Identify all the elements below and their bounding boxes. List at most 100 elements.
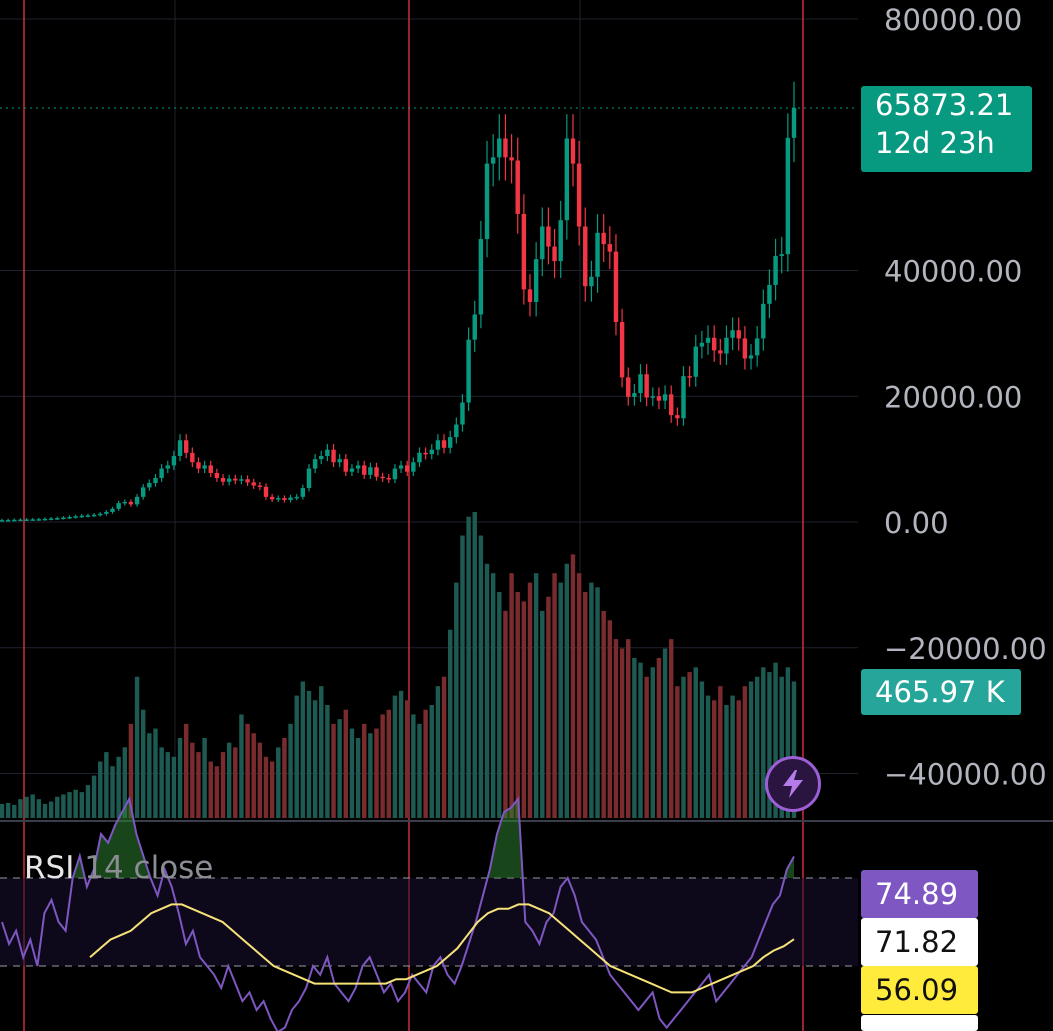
candle: [613, 234, 619, 336]
candle-body: [724, 337, 729, 354]
volume-bar: [632, 657, 637, 818]
volume-bar: [319, 686, 324, 818]
volume-bar: [417, 723, 422, 818]
candle-body: [42, 518, 48, 521]
candle: [497, 114, 502, 181]
candle-body: [742, 338, 748, 359]
price-tick-label: 80000.00: [884, 3, 1022, 37]
candle: [546, 207, 551, 265]
candle: [12, 518, 17, 522]
lightning-bolt-button[interactable]: [765, 756, 821, 812]
volume-bar: [312, 700, 318, 818]
volume-bar: [662, 648, 668, 818]
candle-body: [785, 137, 791, 255]
candle-body: [98, 513, 103, 516]
candle-body: [638, 374, 643, 394]
volume-bar: [785, 667, 791, 818]
volume-bar: [705, 695, 711, 818]
candle: [454, 417, 459, 444]
candle-body: [644, 374, 649, 398]
candle: [626, 367, 631, 406]
candle: [392, 464, 398, 484]
candle: [190, 447, 195, 468]
candle-body: [12, 519, 17, 522]
candle: [257, 482, 263, 491]
candle: [30, 517, 35, 521]
session-break-lines: [23, 0, 804, 1031]
volume-bar: [392, 695, 398, 818]
candle: [632, 384, 637, 406]
candle: [116, 500, 121, 511]
candle-body: [435, 440, 441, 450]
candle: [662, 385, 668, 410]
candle-body: [521, 213, 527, 290]
price-axis[interactable]: 80000.00 40000.00 20000.00 0.00 −20000.00 −40…: [884, 3, 1047, 792]
candle: [699, 330, 705, 359]
candle-body: [564, 138, 570, 221]
candle: [263, 483, 269, 500]
candle: [595, 214, 600, 293]
rsi-upper-tag: 71.82: [861, 918, 978, 966]
candle: [300, 484, 306, 500]
candle-body: [153, 477, 158, 484]
candle-body: [5, 519, 11, 522]
candle: [435, 434, 441, 456]
candle: [312, 454, 318, 474]
candle-body: [668, 394, 674, 416]
volume-bar: [128, 723, 134, 818]
candle: [220, 474, 226, 486]
volume-bar: [190, 742, 195, 818]
volume-bar: [61, 794, 66, 818]
candle-body: [147, 483, 152, 488]
candle: [362, 460, 367, 479]
candle-body: [429, 449, 434, 455]
candle-body: [18, 519, 23, 522]
candle-body: [165, 465, 170, 469]
last-price-tag: 65873.21 12d 23h: [861, 86, 1032, 172]
candle-body: [128, 501, 134, 505]
chart-grid: [0, 0, 858, 820]
candle-body: [55, 518, 60, 520]
candle-body: [73, 516, 78, 518]
candle-body: [730, 330, 735, 338]
volume-bar: [110, 766, 115, 818]
candle: [147, 479, 152, 491]
candle: [417, 447, 422, 468]
candle-body: [509, 157, 514, 161]
candle-body: [79, 515, 85, 518]
volume-bar: [306, 690, 312, 818]
candle: [767, 269, 772, 319]
candle: [668, 385, 674, 423]
volume-bar: [540, 610, 545, 818]
volume-bar: [583, 592, 588, 818]
rsi-legend[interactable]: RSI 14 close: [24, 850, 213, 886]
candle-body: [398, 465, 404, 469]
candle: [208, 460, 213, 478]
volume-bar: [282, 737, 287, 818]
volume-bar: [435, 686, 441, 818]
candle: [761, 289, 766, 351]
candle-body: [208, 465, 213, 473]
candle: [466, 327, 471, 411]
candle-body: [718, 350, 723, 354]
volume-bar: [251, 733, 256, 818]
candle-body: [343, 459, 349, 472]
rsi-pane[interactable]: [0, 795, 1053, 1031]
volume-bar: [239, 714, 244, 818]
candle: [110, 506, 115, 514]
candle: [36, 517, 42, 521]
price-tick-label: 0.00: [884, 506, 949, 540]
volume-bar: [460, 535, 465, 818]
volume-bar: [67, 792, 72, 818]
volume-bar: [668, 639, 674, 818]
candle-body: [662, 394, 668, 401]
candle: [42, 517, 48, 521]
candle: [558, 200, 563, 278]
rsi-band: [0, 878, 858, 966]
candle: [404, 460, 410, 476]
candle-body: [140, 487, 146, 497]
candle: [98, 512, 103, 517]
candle: [18, 518, 23, 522]
volume-bar: [613, 639, 619, 818]
